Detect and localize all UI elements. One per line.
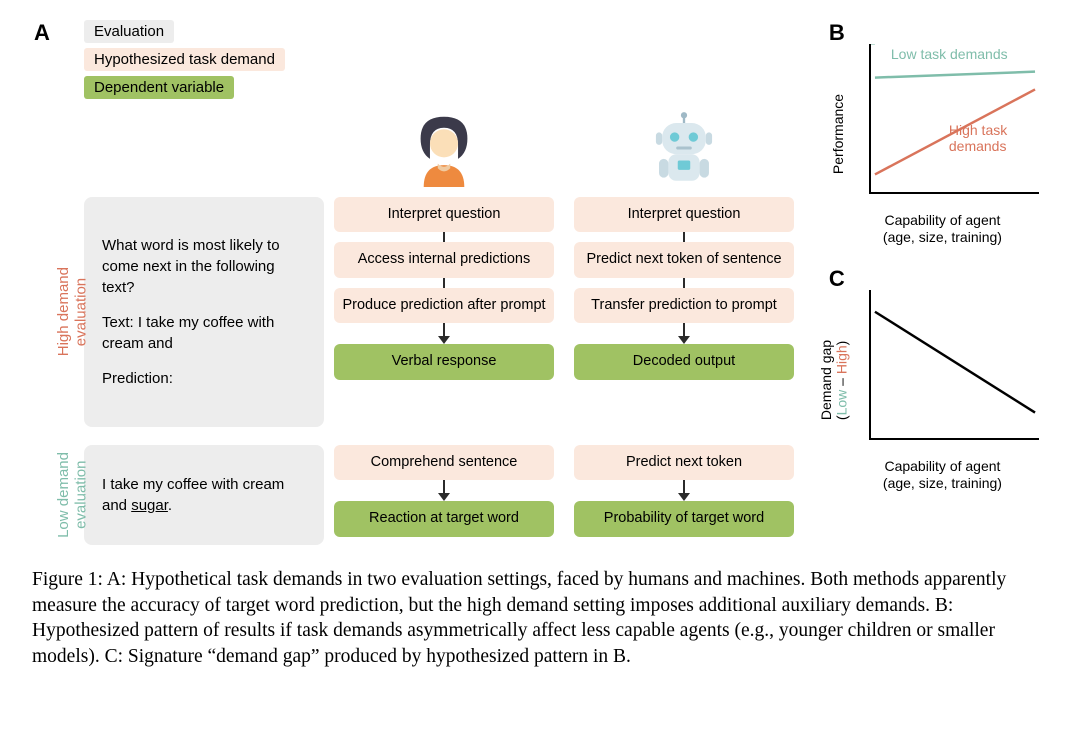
step: Predict next token of sentence bbox=[574, 242, 794, 277]
chart-b-low-label: Low task demands bbox=[891, 46, 1021, 62]
icon-spacer bbox=[84, 109, 324, 187]
icon-row bbox=[84, 109, 815, 187]
panel-c: C Demand gap (Low – High) Capability of … bbox=[833, 270, 1052, 490]
flow-low-human: Comprehend sentence Reaction at target w… bbox=[324, 445, 564, 545]
chart-c-xlabel: Capability of agent (age, size, training… bbox=[852, 458, 1032, 492]
step: Interpret question bbox=[334, 197, 554, 232]
panel-b: B Performance Low task demands High task… bbox=[833, 24, 1052, 244]
eval-high-text: Text: I take my coffee with cream and bbox=[102, 312, 306, 354]
flow-low-robot: Predict next token Probability of target… bbox=[564, 445, 804, 545]
connector bbox=[443, 232, 445, 242]
panel-a: A Evaluation Hypothesized task demand De… bbox=[28, 20, 815, 545]
flow-high-human: Interpret question Access internal predi… bbox=[324, 197, 564, 427]
step: Comprehend sentence bbox=[334, 445, 554, 480]
low-demand-row: Low demand evaluation I take my coffee w… bbox=[60, 445, 815, 545]
panel-c-label: C bbox=[829, 266, 845, 292]
eval-low-sentence: I take my coffee with cream and sugar. bbox=[102, 474, 306, 516]
high-demand-row: High demand evaluation What word is most… bbox=[60, 197, 815, 427]
legend: Evaluation Hypothesized task demand Depe… bbox=[84, 20, 815, 99]
step-depvar: Decoded output bbox=[574, 344, 794, 379]
chart-b-ylabel: Performance bbox=[831, 94, 846, 174]
gap-line bbox=[875, 312, 1035, 413]
eval-box-high: What word is most likely to come next in… bbox=[84, 197, 324, 427]
figure-wrap: A Evaluation Hypothesized task demand De… bbox=[28, 20, 1052, 545]
flow-high-robot: Interpret question Predict next token of… bbox=[564, 197, 804, 427]
chart-b-plot: Low task demands High task demands bbox=[869, 44, 1039, 194]
panel-bc: B Performance Low task demands High task… bbox=[833, 20, 1052, 545]
step: Produce prediction after prompt bbox=[334, 288, 554, 323]
low-demand-line bbox=[875, 72, 1035, 78]
connector bbox=[683, 232, 685, 242]
eval-high-lead: What word is most likely to come next in… bbox=[102, 235, 306, 298]
panel-a-label: A bbox=[34, 20, 50, 46]
connector bbox=[443, 278, 445, 288]
step: Predict next token bbox=[574, 445, 794, 480]
chart-c-ylabel: Demand gap (Low – High) bbox=[819, 340, 850, 420]
vlabel-high: High demand evaluation bbox=[60, 197, 84, 427]
arrow bbox=[438, 323, 450, 344]
step: Transfer prediction to prompt bbox=[574, 288, 794, 323]
step: Access internal predictions bbox=[334, 242, 554, 277]
eval-box-low: I take my coffee with cream and sugar. bbox=[84, 445, 324, 545]
step-depvar: Probability of target word bbox=[574, 501, 794, 536]
step-depvar: Verbal response bbox=[334, 344, 554, 379]
arrow bbox=[678, 323, 690, 344]
arrow bbox=[438, 480, 450, 501]
legend-depvar: Dependent variable bbox=[84, 76, 234, 99]
chart-b-high-label: High task demands bbox=[949, 122, 1039, 154]
eval-high-pred: Prediction: bbox=[102, 368, 306, 389]
human-icon bbox=[324, 109, 564, 187]
robot-icon bbox=[564, 109, 804, 187]
step: Interpret question bbox=[574, 197, 794, 232]
legend-demand: Hypothesized task demand bbox=[84, 48, 285, 71]
legend-evaluation: Evaluation bbox=[84, 20, 174, 43]
connector bbox=[683, 278, 685, 288]
arrow bbox=[678, 480, 690, 501]
step-depvar: Reaction at target word bbox=[334, 501, 554, 536]
chart-b-xlabel: Capability of agent (age, size, training… bbox=[852, 212, 1032, 246]
vlabel-low: Low demand evaluation bbox=[60, 445, 84, 545]
figure-caption: Figure 1: A: Hypothetical task demands i… bbox=[28, 567, 1052, 670]
target-word: sugar bbox=[131, 497, 168, 514]
panel-b-label: B bbox=[829, 20, 845, 46]
chart-c-plot bbox=[869, 290, 1039, 440]
